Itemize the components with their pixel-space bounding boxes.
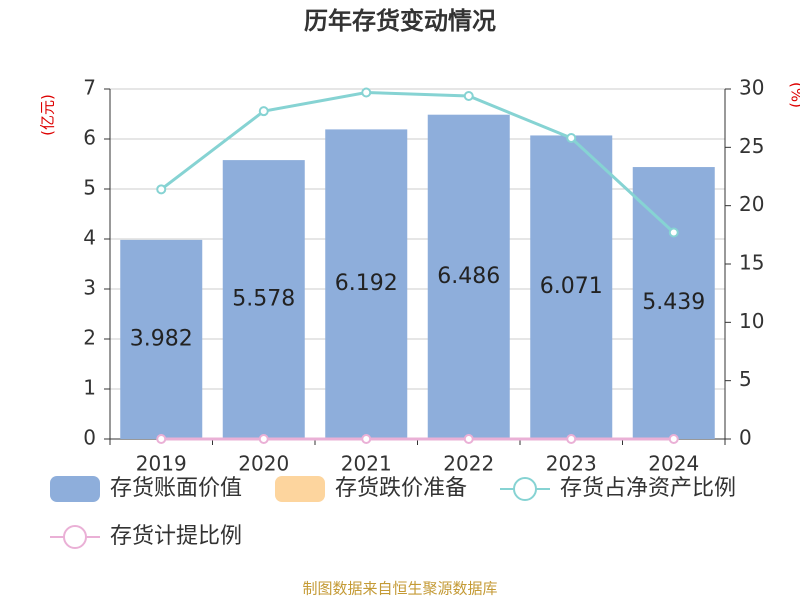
bar xyxy=(325,129,408,439)
bar-value-label: 6.192 xyxy=(335,271,398,296)
bar-value-label: 6.486 xyxy=(437,264,500,289)
y2-axis-label: (%) xyxy=(788,82,800,108)
y-axis-label: (亿元) xyxy=(39,94,57,136)
y2-tick-label: 30 xyxy=(739,76,764,100)
legend-swatch xyxy=(63,525,87,549)
bar xyxy=(530,135,613,439)
legend-swatch xyxy=(513,477,537,501)
x-tick-label: 2020 xyxy=(238,452,289,476)
x-tick-label: 2024 xyxy=(648,452,699,476)
point xyxy=(463,434,474,444)
y-tick-label: 5 xyxy=(83,176,96,200)
x-tick-label: 2023 xyxy=(546,452,597,476)
y2-tick-label: 5 xyxy=(739,367,752,391)
bar-value-label: 6.071 xyxy=(540,274,603,299)
y-tick-label: 7 xyxy=(83,76,96,100)
legend-label: 存货计提比例 xyxy=(110,524,242,549)
line xyxy=(160,90,675,234)
bar xyxy=(120,239,203,439)
y-tick-label: 3 xyxy=(83,276,96,300)
y2-tick-label: 20 xyxy=(739,192,764,216)
y-tick-label: 1 xyxy=(83,376,96,400)
x-tick-label: 2021 xyxy=(341,452,392,476)
legend-label: 存货占净资产比例 xyxy=(560,476,736,501)
legend-swatch xyxy=(50,476,100,502)
point xyxy=(668,227,679,238)
point xyxy=(668,434,679,444)
point xyxy=(361,87,372,98)
bar-value-label: 5.578 xyxy=(232,287,295,312)
bar-value-label: 5.439 xyxy=(642,290,705,315)
bar xyxy=(222,160,305,439)
y2-tick-label: 0 xyxy=(739,426,752,450)
y2-tick-label: 10 xyxy=(739,309,764,333)
point xyxy=(566,133,577,143)
x-tick-label: 2019 xyxy=(136,452,187,476)
y-tick-label: 0 xyxy=(83,426,96,450)
point xyxy=(156,434,167,444)
point xyxy=(258,106,269,117)
legend-label: 存货跌价准备 xyxy=(335,476,467,501)
y2-tick-label: 25 xyxy=(739,134,764,158)
source-note: 制图数据来自恒生聚源数据库 xyxy=(302,580,497,598)
bar-value-label: 3.982 xyxy=(130,326,193,351)
x-tick-label: 2022 xyxy=(443,452,494,476)
legend-label: 存货账面价值 xyxy=(110,476,242,501)
point xyxy=(463,91,474,101)
y-tick-label: 6 xyxy=(83,126,96,150)
legend-swatch xyxy=(275,476,325,502)
chart-title: 历年存货变动情况 xyxy=(304,7,496,35)
y-tick-label: 4 xyxy=(83,226,96,250)
point xyxy=(566,434,577,444)
point xyxy=(156,184,167,195)
point xyxy=(258,434,269,444)
bar xyxy=(427,114,510,439)
point xyxy=(361,434,372,444)
bar xyxy=(632,167,715,440)
y2-tick-label: 15 xyxy=(739,251,764,275)
y-tick-label: 2 xyxy=(83,326,96,350)
